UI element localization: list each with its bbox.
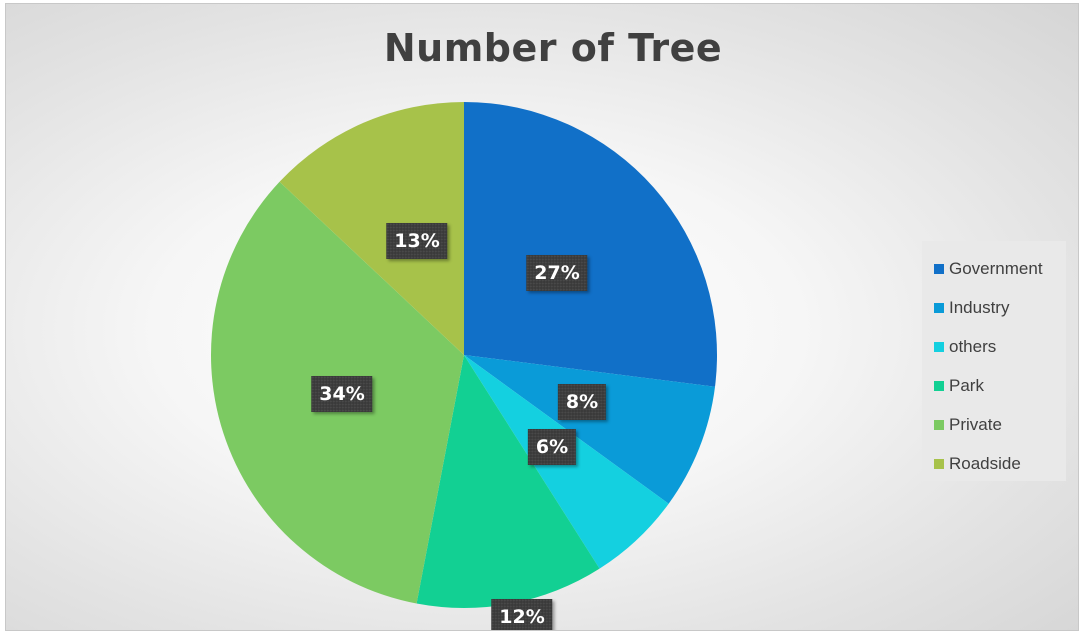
legend-item-others: others: [934, 327, 1066, 366]
pie-slice-government: [464, 101, 718, 387]
legend-swatch: [934, 380, 944, 391]
legend-label: Private: [949, 414, 1002, 434]
legend-swatch: [934, 341, 944, 352]
chart-title: Number of Tree: [383, 26, 723, 70]
data-label-industry: 8%: [557, 384, 607, 420]
legend-swatch: [934, 302, 944, 313]
pie-chart: [210, 101, 718, 608]
data-label-others: 6%: [527, 429, 577, 465]
legend-swatch: [934, 458, 944, 469]
legend-item-roadside: Roadside: [934, 444, 1066, 483]
legend-item-park: Park: [934, 366, 1066, 405]
chart-area: Number of Tree 27% 8% 6% 12% 34% 13% Governme…: [5, 3, 1079, 631]
data-label-private: 34%: [311, 376, 373, 412]
pie-slice-park: [416, 355, 600, 608]
data-label-park: 12%: [491, 599, 553, 630]
legend-swatch: [934, 419, 944, 430]
legend-item-government: Government: [934, 249, 1066, 288]
legend-label: others: [949, 336, 997, 356]
pie-slice-roadside: [279, 102, 464, 355]
legend-item-industry: Industry: [934, 288, 1066, 327]
data-label-government: 27%: [526, 255, 588, 291]
legend: Government Industry others Park Private Roads…: [922, 241, 1066, 481]
legend-label: Roadside: [949, 453, 1021, 473]
legend-swatch: [934, 263, 944, 274]
legend-label: Park: [949, 375, 984, 395]
legend-label: Government: [949, 258, 1043, 278]
legend-label: Industry: [949, 297, 1010, 317]
pie-slice-industry: [464, 355, 716, 504]
data-label-roadside: 13%: [386, 223, 448, 259]
legend-item-private: Private: [934, 405, 1066, 444]
